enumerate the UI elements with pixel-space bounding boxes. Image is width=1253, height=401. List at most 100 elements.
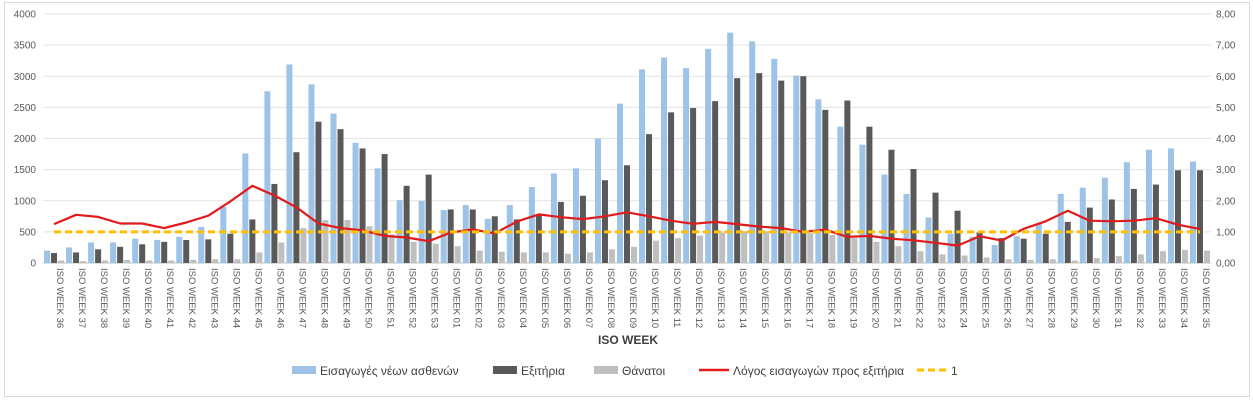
x-tick-label: ISO WEEK 14 bbox=[737, 268, 748, 328]
bar-0-4 bbox=[132, 238, 139, 263]
bar-0-3 bbox=[110, 242, 117, 263]
bar-2-24 bbox=[586, 252, 593, 263]
x-tick-label: ISO WEEK 49 bbox=[341, 268, 352, 328]
bar-0-21 bbox=[506, 205, 513, 263]
bar-2-23 bbox=[564, 253, 571, 263]
legend-label-2: Θάνατοι bbox=[622, 364, 665, 378]
bar-2-13 bbox=[344, 220, 351, 263]
bar-2-49 bbox=[1137, 254, 1144, 263]
right-tick-label: 7,00 bbox=[1216, 41, 1236, 52]
bar-0-42 bbox=[969, 236, 976, 263]
bar-2-48 bbox=[1115, 256, 1122, 263]
x-tick-label: ISO WEEK 32 bbox=[1134, 268, 1145, 328]
right-tick-label: 8,00 bbox=[1216, 10, 1236, 21]
bar-0-22 bbox=[528, 187, 535, 263]
bar-1-19 bbox=[469, 209, 476, 263]
bar-0-30 bbox=[705, 48, 712, 263]
x-tick-label: ISO WEEK 29 bbox=[1068, 268, 1079, 328]
bar-1-26 bbox=[624, 165, 630, 263]
bar-0-43 bbox=[991, 244, 998, 263]
bar-1-33 bbox=[778, 80, 785, 263]
left-tick-label: 1500 bbox=[14, 165, 37, 176]
x-tick-label: ISO WEEK 08 bbox=[605, 268, 616, 328]
x-tick-label: ISO WEEK 46 bbox=[274, 268, 285, 328]
bar-0-20 bbox=[484, 218, 491, 263]
bar-2-22 bbox=[542, 252, 549, 263]
bar-2-6 bbox=[190, 259, 197, 263]
x-tick-label: ISO WEEK 47 bbox=[296, 268, 307, 328]
bar-0-51 bbox=[1167, 148, 1174, 263]
bar-1-30 bbox=[712, 101, 719, 264]
x-tick-label: ISO WEEK 07 bbox=[583, 268, 594, 328]
bar-0-5 bbox=[154, 239, 161, 263]
x-tick-label: ISO WEEK 35 bbox=[1200, 268, 1211, 328]
bar-0-40 bbox=[925, 217, 932, 263]
x-tick-label: ISO WEEK 17 bbox=[803, 268, 814, 328]
bar-1-37 bbox=[866, 126, 873, 263]
x-tick-label: ISO WEEK 48 bbox=[318, 268, 329, 328]
left-tick-label: 1000 bbox=[14, 196, 37, 207]
x-tick-label: ISO WEEK 09 bbox=[627, 268, 638, 328]
chart-frame bbox=[4, 2, 1250, 397]
bar-0-47 bbox=[1079, 187, 1086, 263]
bar-0-36 bbox=[837, 126, 844, 263]
bar-2-16 bbox=[410, 241, 417, 263]
bar-0-52 bbox=[1189, 161, 1196, 263]
bar-2-51 bbox=[1181, 249, 1188, 263]
bar-2-47 bbox=[1093, 258, 1100, 263]
bar-0-49 bbox=[1123, 162, 1130, 263]
x-tick-label: ISO WEEK 45 bbox=[252, 268, 263, 328]
bar-2-9 bbox=[256, 252, 263, 263]
bar-0-39 bbox=[903, 193, 910, 263]
bar-2-14 bbox=[366, 226, 373, 263]
bar-1-7 bbox=[205, 239, 212, 263]
bar-1-35 bbox=[822, 109, 829, 264]
legend-swatch-2 bbox=[594, 366, 618, 374]
x-tick-label: ISO WEEK 42 bbox=[186, 268, 197, 328]
bar-1-9 bbox=[249, 219, 256, 263]
x-tick-label: ISO WEEK 50 bbox=[363, 268, 374, 328]
bar-0-35 bbox=[815, 99, 822, 263]
x-tick-label: ISO WEEK 44 bbox=[230, 268, 241, 328]
bar-1-18 bbox=[447, 209, 454, 263]
bar-2-26 bbox=[631, 246, 637, 263]
left-tick-label: 2500 bbox=[14, 103, 37, 114]
bar-1-16 bbox=[403, 185, 410, 263]
bar-1-45 bbox=[1042, 233, 1049, 263]
bar-2-29 bbox=[697, 235, 704, 263]
bar-1-40 bbox=[932, 192, 939, 263]
x-tick-label: ISO WEEK 41 bbox=[164, 268, 175, 328]
x-tick-label: ISO WEEK 22 bbox=[913, 268, 924, 328]
bar-marks bbox=[44, 32, 1210, 264]
bar-1-36 bbox=[844, 100, 851, 263]
bar-2-10 bbox=[278, 242, 285, 263]
bar-2-33 bbox=[785, 232, 792, 263]
x-tick-label: ISO WEEK 34 bbox=[1178, 268, 1189, 328]
bar-2-30 bbox=[719, 232, 726, 263]
bar-0-27 bbox=[639, 69, 646, 263]
legend-swatch-0 bbox=[292, 366, 316, 374]
x-tick-label: ISO WEEK 05 bbox=[539, 268, 550, 328]
x-tick-label: ISO WEEK 51 bbox=[385, 268, 396, 328]
right-tick-label: 3,00 bbox=[1216, 165, 1236, 176]
x-tick-label: ISO WEEK 36 bbox=[54, 268, 65, 328]
bar-0-6 bbox=[176, 236, 183, 263]
x-tick-label: ISO WEEK 20 bbox=[869, 268, 880, 328]
bar-0-23 bbox=[550, 173, 557, 263]
bar-0-32 bbox=[749, 41, 756, 263]
right-tick-label: 1,00 bbox=[1216, 227, 1236, 238]
x-axis-ticks: ISO WEEK 36 ISO WEEK 37 ISO WEEK 38 ISO WEE… bbox=[54, 268, 1211, 328]
bar-0-9 bbox=[242, 153, 249, 263]
legend-label-0: Εισαγωγές νέων ασθενών bbox=[320, 364, 459, 378]
bar-2-41 bbox=[961, 255, 968, 263]
legend-label-4: 1 bbox=[951, 364, 958, 378]
left-tick-label: 500 bbox=[19, 227, 36, 238]
legend-swatch-1 bbox=[493, 366, 517, 374]
legend-label-3: Λόγος εισαγωγών προς εξιτήρια bbox=[733, 364, 904, 378]
bar-0-46 bbox=[1057, 193, 1064, 263]
bar-2-35 bbox=[829, 234, 836, 263]
bar-2-44 bbox=[1027, 259, 1034, 263]
x-tick-label: ISO WEEK 25 bbox=[980, 268, 991, 328]
bar-1-27 bbox=[646, 134, 653, 263]
bar-0-24 bbox=[572, 168, 579, 263]
